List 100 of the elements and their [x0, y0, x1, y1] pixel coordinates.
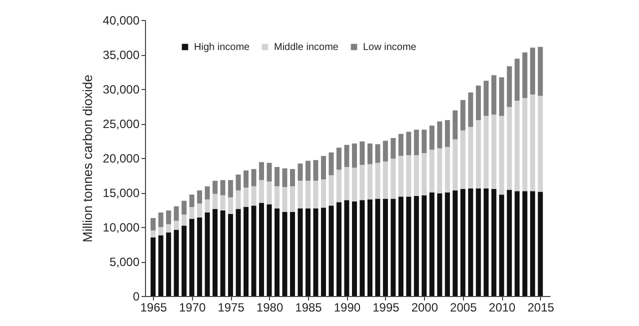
bar: [367, 199, 372, 296]
bar: [336, 202, 342, 296]
bar: [212, 194, 218, 210]
legend-label: High income: [194, 42, 250, 53]
bar: [491, 75, 496, 115]
x-tick-label: 1975: [218, 300, 245, 314]
y-tick-label: 10,000: [102, 220, 140, 234]
bar: [499, 194, 504, 296]
bar: [313, 180, 318, 208]
bar: [390, 198, 396, 296]
bar: [274, 208, 280, 296]
bar: [444, 146, 450, 192]
bar: [514, 58, 520, 101]
bar: [182, 226, 187, 296]
bar: [204, 212, 210, 296]
bar: [468, 92, 474, 127]
bar: [522, 98, 528, 192]
bar: [375, 198, 380, 296]
bar: [352, 168, 357, 202]
bar: [197, 204, 202, 218]
bar: [174, 230, 179, 296]
bar: [429, 192, 434, 296]
bar: [460, 189, 466, 296]
y-tick-label: 30,000: [102, 82, 140, 96]
bar: [274, 166, 280, 186]
bar: [228, 197, 234, 214]
x-tick-label: 2000: [411, 300, 438, 314]
bar: [282, 186, 288, 212]
bar: [306, 208, 310, 296]
bar: [236, 209, 241, 296]
bar: [422, 195, 427, 296]
bar: [437, 193, 442, 296]
bar: [398, 134, 404, 156]
bar: [313, 160, 318, 181]
bar: [320, 208, 326, 296]
bar: [360, 141, 365, 165]
bar: [360, 164, 365, 200]
bar: [274, 186, 280, 208]
bar: [189, 206, 194, 219]
bar: [452, 139, 458, 190]
bar: [352, 201, 357, 296]
bar: [382, 140, 388, 162]
bar: [484, 80, 489, 116]
bar: [506, 106, 512, 190]
bar: [320, 179, 326, 208]
bar: [514, 191, 520, 296]
bar: [150, 237, 156, 296]
bar: [530, 48, 536, 95]
bar: [499, 77, 504, 116]
bar: [476, 120, 481, 188]
x-tick-label: 1980: [256, 300, 284, 314]
y-tick-label: 20,000: [102, 152, 140, 166]
x-tick-label: 1995: [372, 300, 400, 314]
bar: [506, 66, 512, 107]
bar: [437, 148, 442, 194]
bar: [220, 180, 226, 196]
bar: [204, 186, 210, 200]
bar: [251, 206, 256, 296]
bar: [444, 120, 450, 147]
bar: [367, 144, 372, 164]
bar: [320, 156, 326, 180]
bar: [150, 230, 156, 238]
bar: [468, 126, 474, 188]
bar: [220, 195, 226, 210]
y-tick-label: 15,000: [102, 186, 140, 200]
bar: [220, 210, 226, 296]
bar: [259, 180, 264, 203]
bar: [236, 190, 241, 210]
bar: [328, 175, 334, 206]
bar: [382, 198, 388, 296]
bar: [158, 235, 164, 296]
bar: [538, 46, 543, 96]
bar: [282, 168, 288, 187]
bar: [344, 200, 350, 296]
bar: [290, 169, 296, 186]
bar: [266, 181, 272, 204]
bar: [367, 164, 372, 200]
bar: [406, 132, 412, 156]
bar: [182, 214, 187, 226]
y-tick-label: 5,000: [109, 255, 140, 269]
bar: [538, 96, 543, 192]
bar: [306, 180, 310, 208]
bar: [251, 186, 256, 206]
bar: [429, 150, 434, 192]
x-tick-label: 1970: [178, 300, 206, 314]
bar: [530, 94, 536, 192]
bar: [328, 152, 334, 176]
bar: [499, 116, 504, 195]
bar: [244, 206, 249, 296]
bar: [398, 156, 404, 197]
bar: [189, 218, 194, 296]
bar: [452, 110, 458, 140]
bar: [352, 144, 357, 168]
x-tick-label: 2010: [488, 300, 516, 314]
bar: [166, 210, 172, 224]
bar: [313, 208, 318, 296]
x-tick-label: 1965: [140, 300, 168, 314]
bar: [336, 148, 342, 170]
bar: [414, 155, 419, 196]
bar: [290, 186, 296, 212]
